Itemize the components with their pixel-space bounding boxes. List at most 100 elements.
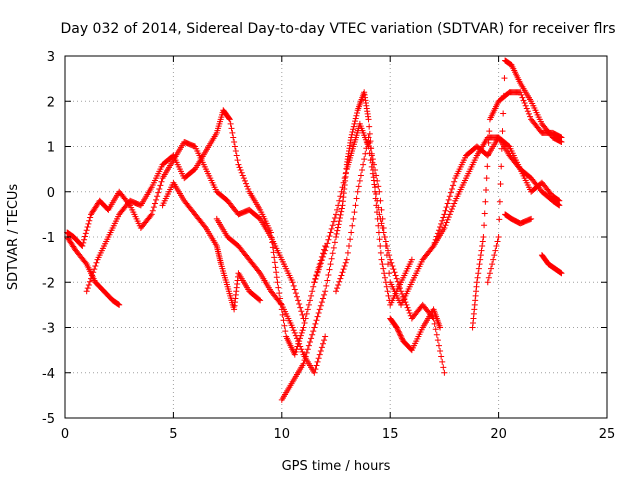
data-point xyxy=(296,340,303,347)
data-point xyxy=(81,236,88,243)
data-point xyxy=(149,207,156,214)
data-point xyxy=(374,177,381,184)
data-point xyxy=(352,118,359,125)
data-point xyxy=(341,175,348,182)
data-point xyxy=(377,197,384,204)
data-point xyxy=(334,206,341,213)
data-point xyxy=(477,256,484,263)
data-point xyxy=(489,261,496,268)
data-point xyxy=(298,308,305,315)
data-point xyxy=(312,276,319,283)
data-point xyxy=(398,335,405,342)
data-point xyxy=(334,285,341,292)
data-point xyxy=(500,92,507,99)
data-point xyxy=(317,348,324,355)
data-point xyxy=(244,183,251,190)
data-point xyxy=(349,129,356,136)
data-point xyxy=(500,110,507,117)
data-point xyxy=(330,218,337,225)
data-point xyxy=(292,348,299,355)
data-point xyxy=(356,177,363,184)
data-point xyxy=(395,281,402,288)
data-point xyxy=(450,182,457,189)
data-point xyxy=(314,269,321,276)
data-point xyxy=(334,224,341,231)
data-point xyxy=(359,167,366,174)
data-point xyxy=(331,239,338,246)
data-point xyxy=(370,161,377,168)
series-trace-m xyxy=(502,211,535,227)
data-point xyxy=(386,270,393,277)
data-point xyxy=(329,250,336,257)
data-point xyxy=(403,301,410,308)
data-point xyxy=(299,327,306,334)
data-point xyxy=(446,193,453,200)
data-point xyxy=(366,123,373,130)
data-point xyxy=(441,224,448,231)
data-point xyxy=(394,278,401,285)
data-point xyxy=(365,116,372,123)
data-point xyxy=(319,340,326,347)
data-point xyxy=(445,214,452,221)
data-point xyxy=(347,236,354,243)
data-point xyxy=(91,266,98,273)
data-point xyxy=(280,317,287,324)
data-point xyxy=(495,234,502,240)
data-point xyxy=(376,188,383,195)
data-point xyxy=(398,334,405,341)
data-point xyxy=(273,269,280,276)
x-axis-label: GPS time / hours xyxy=(282,459,391,474)
series-trace-c xyxy=(83,107,329,358)
data-point xyxy=(384,288,391,295)
data-point xyxy=(385,292,392,299)
data-point xyxy=(275,284,282,291)
data-point xyxy=(313,272,320,279)
series-trace-b xyxy=(64,138,307,322)
data-point xyxy=(303,310,310,317)
data-point xyxy=(434,337,441,344)
data-point xyxy=(147,212,154,219)
axis-ticks: 0 5 10 15 20 25 -5 -4 -3 -2 -1 0 1 2 3 xyxy=(42,50,615,442)
data-point xyxy=(319,253,326,260)
data-point xyxy=(476,261,483,268)
data-point xyxy=(308,292,315,299)
data-point xyxy=(505,142,512,149)
data-point xyxy=(475,270,482,277)
data-point xyxy=(84,285,91,292)
data-point xyxy=(396,331,403,338)
data-point xyxy=(86,278,93,285)
data-point xyxy=(311,369,318,376)
data-point xyxy=(433,331,440,338)
series-trace-n xyxy=(538,252,565,277)
data-point xyxy=(433,233,440,240)
data-point xyxy=(88,275,95,282)
data-point xyxy=(474,274,481,281)
data-point xyxy=(361,156,368,163)
data-point xyxy=(444,200,451,207)
data-point xyxy=(271,259,278,266)
data-point xyxy=(257,297,264,304)
data-point xyxy=(299,311,306,318)
data-point xyxy=(240,175,247,182)
data-point xyxy=(349,222,356,229)
data-point xyxy=(316,263,323,270)
data-point xyxy=(351,120,358,127)
x-tick-label: 20 xyxy=(490,427,507,442)
data-point xyxy=(501,75,508,82)
data-point xyxy=(201,223,208,230)
data-point xyxy=(373,172,380,179)
data-point xyxy=(333,234,339,240)
data-point xyxy=(322,333,329,340)
data-point xyxy=(323,243,330,250)
data-point xyxy=(482,198,489,205)
data-point xyxy=(153,196,160,203)
data-point xyxy=(156,186,163,193)
data-point xyxy=(485,274,492,281)
data-point xyxy=(451,200,458,207)
data-point xyxy=(302,353,309,360)
data-point xyxy=(256,268,263,275)
data-point xyxy=(291,351,298,358)
data-point xyxy=(441,369,448,376)
data-point xyxy=(338,208,345,215)
